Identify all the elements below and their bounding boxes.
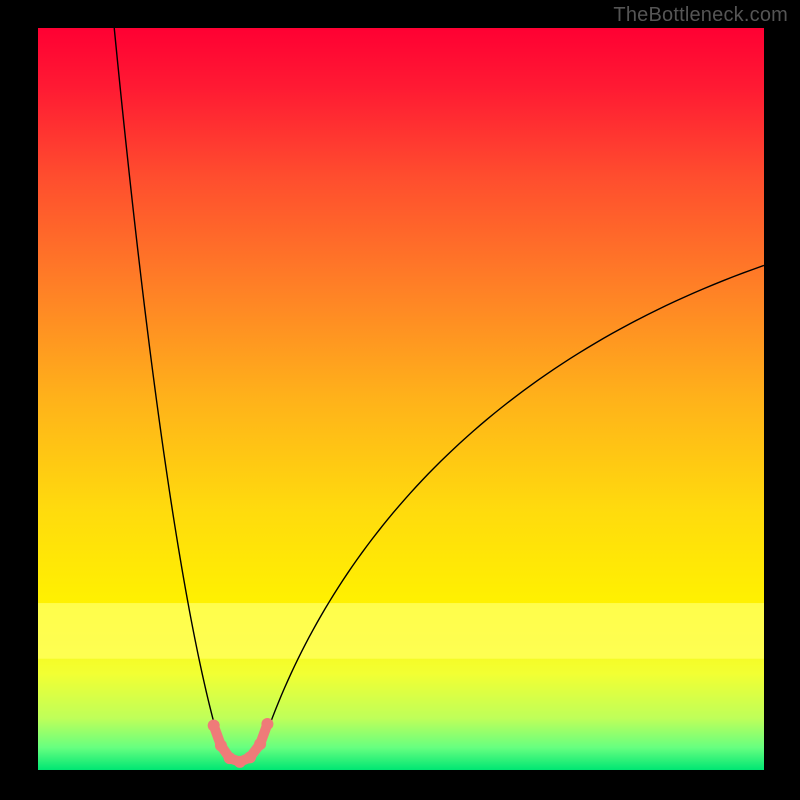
marker-dot <box>215 740 227 752</box>
marker-dot <box>261 718 273 730</box>
bottleneck-chart <box>0 0 800 800</box>
yellow-band <box>38 603 764 659</box>
watermark-label: TheBottleneck.com <box>613 4 788 27</box>
marker-dot <box>244 751 256 763</box>
marker-dot <box>254 738 266 750</box>
marker-dot <box>208 719 220 731</box>
chart-root: TheBottleneck.com <box>0 0 800 800</box>
